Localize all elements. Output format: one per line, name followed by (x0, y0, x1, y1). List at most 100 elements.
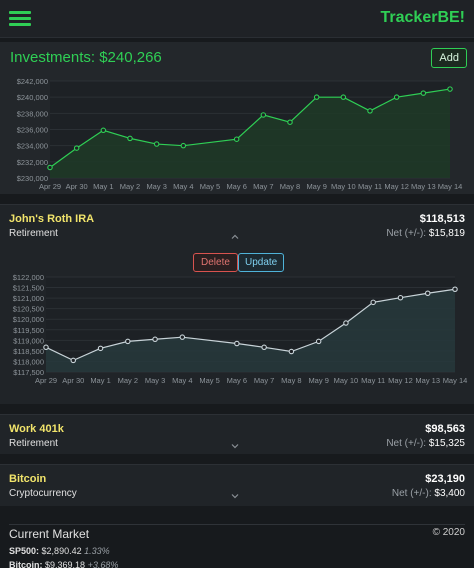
account-chart: $122,000 $121,500$121,000 $120,500$120,000… (13, 273, 468, 385)
net-label: Net (+/-): (386, 228, 427, 239)
data-point (452, 286, 458, 292)
market-divider (9, 524, 465, 525)
delete-account-button[interactable]: Delete (193, 253, 238, 272)
chevron-down-icon[interactable] (231, 492, 239, 500)
y-tick-label: $120,000 (13, 315, 44, 324)
x-tick-label: May 8 (280, 182, 300, 191)
y-tick-label: $232,000 (17, 158, 48, 167)
y-tick-label: $234,000 (17, 142, 48, 151)
data-point (370, 299, 376, 306)
y-tick-label: $120,500 (13, 305, 44, 314)
y-tick-label: $230,000 (17, 174, 48, 183)
ticker-change: 1.33% (84, 546, 110, 556)
y-tick-label: $122,000 (13, 273, 44, 282)
data-point (127, 135, 133, 142)
x-tick-label: May 5 (199, 376, 219, 385)
account-net: Net (+/-): $15,325 (386, 438, 465, 449)
data-point (153, 141, 160, 147)
data-point (70, 357, 77, 364)
data-point (424, 290, 431, 297)
x-tick-label: Apr 29 (35, 376, 57, 385)
x-tick-label: May 9 (306, 182, 326, 191)
net-label: Net (+/-): (391, 488, 432, 499)
x-tick-label: May 14 (438, 182, 463, 191)
data-point (234, 340, 240, 347)
account-name: John's Roth IRA (9, 213, 95, 225)
data-point (47, 164, 53, 171)
account-value: $118,513 (419, 213, 465, 225)
x-tick-label: May 4 (172, 376, 192, 385)
x-tick-label: May 12 (384, 182, 409, 191)
x-tick-label: May 14 (443, 376, 468, 385)
x-tick-label: May 13 (411, 182, 436, 191)
chevron-down-icon[interactable] (231, 442, 239, 450)
account-type: Retirement (9, 438, 58, 449)
x-tick-label: Apr 30 (62, 376, 84, 385)
update-account-button[interactable]: Update (238, 253, 285, 272)
data-point (420, 90, 427, 96)
x-tick-label: May 11 (358, 182, 382, 191)
data-point (288, 348, 295, 355)
ticker-sp500: SP500: $2,890.42 1.33% (9, 546, 110, 556)
data-point (100, 127, 107, 134)
top-bar: TrackerBE! (0, 0, 474, 38)
brand-logo[interactable]: TrackerBE! (380, 9, 466, 26)
x-tick-label: May 7 (253, 182, 273, 191)
copyright: © 2020 (432, 527, 465, 538)
ticker-symbol: Bitcoin: (9, 560, 43, 568)
ticker-price: $2,890.42 (41, 546, 82, 556)
data-point (43, 344, 49, 351)
data-point (393, 94, 400, 100)
x-tick-label: May 10 (334, 376, 359, 385)
x-tick-label: May 3 (145, 376, 165, 385)
x-tick-label: May 10 (331, 182, 356, 191)
x-tick-label: May 1 (93, 182, 113, 191)
investments-card: Investments: $240,266 Add $242,000 $240,0… (0, 42, 474, 194)
y-tick-label: $119,000 (13, 336, 44, 345)
data-point (287, 119, 293, 125)
data-point (315, 338, 322, 345)
x-tick-label: May 13 (415, 376, 440, 385)
series-area (46, 289, 455, 372)
y-tick-label: $117,500 (13, 368, 44, 377)
net-value: $15,819 (428, 228, 465, 239)
y-tick-label: $119,500 (13, 326, 44, 335)
account-card-roth-ira[interactable]: John's Roth IRA Retirement $118,513 Net … (0, 204, 474, 404)
investments-total: Investments: $240,266 (10, 49, 162, 66)
x-tick-label: May 6 (226, 182, 246, 191)
data-point (340, 94, 347, 100)
y-tick-label: $242,000 (17, 77, 48, 86)
x-tick-label: May 9 (308, 376, 328, 385)
investments-chart: $242,000 $240,000 $238,000 $236,000 $234,000… (17, 77, 463, 191)
account-value: $98,563 (425, 423, 465, 435)
x-tick-label: May 3 (146, 182, 166, 191)
hamburger-menu-icon[interactable] (9, 11, 31, 27)
ticker-symbol: SP500: (9, 546, 40, 556)
account-name: Bitcoin (9, 473, 47, 485)
account-net: Net (+/-): $15,819 (386, 228, 465, 239)
x-tick-label: May 8 (281, 376, 301, 385)
add-account-button[interactable]: Add (431, 48, 467, 68)
account-card-work-401k[interactable]: Work 401k Retirement $98,563 Net (+/-): … (0, 414, 474, 454)
y-tick-label: $121,500 (13, 284, 44, 293)
chevron-up-icon[interactable] (231, 233, 239, 241)
x-tick-label: May 4 (173, 182, 193, 191)
y-tick-label: $121,000 (13, 294, 44, 303)
y-tick-label: $240,000 (17, 93, 48, 102)
account-card-bitcoin[interactable]: Bitcoin Cryptocurrency $23,190 Net (+/-)… (0, 464, 474, 506)
x-tick-label: Apr 30 (66, 182, 88, 191)
data-point (260, 112, 267, 118)
ticker-price: $9,369.18 (45, 560, 86, 568)
ticker-change: +3.68% (87, 560, 119, 568)
net-label: Net (+/-): (386, 438, 427, 449)
data-point (397, 294, 404, 301)
y-tick-label: $118,000 (13, 357, 44, 366)
y-tick-label: $238,000 (17, 109, 48, 118)
x-tick-label: Apr 29 (39, 182, 61, 191)
x-tick-label: May 5 (200, 182, 220, 191)
data-point (367, 108, 373, 114)
data-point (233, 136, 240, 142)
account-name: Work 401k (9, 423, 64, 435)
x-tick-label: May 11 (361, 376, 385, 385)
net-value: $15,325 (428, 438, 465, 449)
